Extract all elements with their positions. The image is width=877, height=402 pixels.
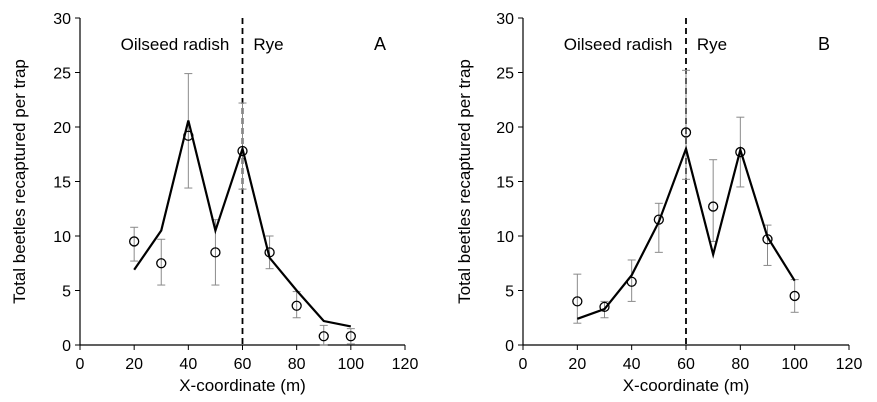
y-tick-label: 0 [62, 338, 71, 355]
observed-data-point [264, 247, 275, 258]
observed-data-point [129, 236, 140, 247]
y-tick-label: 5 [62, 284, 71, 301]
y-axis-title: Total beetles recaptured per trap [455, 59, 474, 304]
x-axis-title: X-coordinate (m) [623, 376, 750, 395]
region-label-rye: Rye [253, 35, 283, 54]
region-label-oilseed-radish: Oilseed radish [121, 35, 230, 54]
panel-label: A [374, 34, 386, 54]
observed-data-point [626, 276, 637, 287]
y-tick-label: 30 [53, 11, 71, 28]
x-tick-label: 120 [392, 356, 419, 373]
y-tick-label: 20 [53, 120, 71, 137]
x-tick-label: 60 [234, 356, 252, 373]
observed-data-point [237, 145, 248, 157]
x-tick-label: 80 [288, 356, 306, 373]
y-axis-title: Total beetles recaptured per trap [10, 59, 29, 304]
observed-data-point [789, 290, 800, 302]
chart-panel-a: 0 5 10 15 20 25 30 0 20 40 60 80 100 120 X-coordinate … [10, 11, 418, 395]
y-tick-label: 10 [53, 229, 71, 246]
region-label-rye: Rye [697, 35, 727, 54]
observed-data-point [572, 296, 583, 307]
x-tick-label: 100 [781, 356, 808, 373]
x-tick-label: 20 [568, 356, 586, 373]
x-tick-label: 120 [836, 356, 863, 373]
model-series-line [133, 120, 352, 328]
observed-data-point [318, 331, 329, 342]
observed-data-point [599, 301, 610, 313]
x-tick-label: 40 [623, 356, 641, 373]
observed-data-point [762, 234, 773, 245]
observed-data-point [708, 201, 719, 212]
observed-data-point [291, 300, 302, 311]
y-tick-label: 10 [496, 229, 514, 246]
observed-data-point [680, 127, 692, 138]
y-tick-label: 5 [505, 284, 514, 301]
x-tick-label: 0 [519, 356, 528, 373]
x-tick-label: 60 [677, 356, 695, 373]
y-tick-label: 0 [505, 338, 514, 355]
panel-label: B [818, 34, 830, 54]
y-tick-label: 25 [53, 66, 71, 83]
model-series-line [576, 145, 796, 320]
y-tick-label: 30 [496, 11, 514, 28]
x-tick-label: 40 [179, 356, 197, 373]
x-tick-label: 0 [76, 356, 85, 373]
observed-data-point [345, 331, 356, 342]
x-tick-label: 20 [125, 356, 143, 373]
observed-data-point [653, 214, 664, 225]
y-tick-label: 15 [53, 175, 71, 192]
region-label-oilseed-radish: Oilseed radish [564, 35, 673, 54]
y-tick-label: 25 [496, 66, 514, 83]
observed-data-point [183, 130, 194, 141]
y-tick-label: 20 [496, 120, 514, 137]
y-tick-label: 15 [496, 175, 514, 192]
observed-data-point [735, 146, 746, 158]
x-tick-label: 100 [337, 356, 364, 373]
chart-panel-b: 0 5 10 15 20 25 30 0 20 40 60 80 100 120 X-coordinate … [455, 11, 862, 395]
x-tick-label: 80 [731, 356, 749, 373]
observed-data-point [156, 258, 167, 269]
observed-data-point [210, 247, 221, 258]
x-axis-title: X-coordinate (m) [179, 376, 306, 395]
